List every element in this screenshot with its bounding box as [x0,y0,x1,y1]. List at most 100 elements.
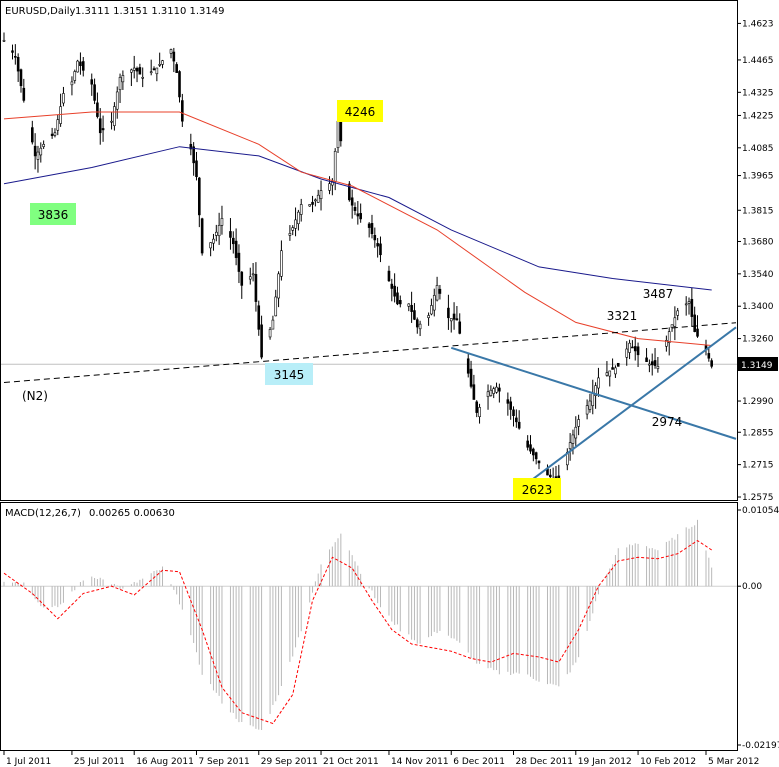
macd-panel-frame [0,502,738,751]
candle-body [532,448,535,456]
candle-body [591,393,595,406]
candle-body [130,69,133,73]
candle-body [469,368,473,387]
candle-body [175,64,178,73]
candle-body [597,377,600,389]
candle-body [684,303,688,306]
candle-body [299,204,303,215]
ma-fast-line [3,111,712,346]
candle-body [633,346,637,352]
candle-body [181,100,184,122]
candle-body [616,362,620,367]
candle-body [149,71,153,74]
trendline-neckline [3,322,737,384]
candle-body [707,353,711,359]
macd-axis: 0.01054 0.00 -0.02197 [737,506,779,751]
candle-body [353,207,357,211]
label-3836-box [30,203,76,225]
candle-body [379,243,382,256]
candle-body [549,474,552,478]
label-3145-box [265,363,313,385]
candle-body [690,298,694,317]
candle-body [22,87,26,101]
candle-body [418,323,422,330]
price-tick-label: 1.3965 [742,172,774,182]
time-tick-label: 25 Jul 2011 [74,757,125,767]
candle-body [33,145,37,157]
label-2974: 2974 [652,415,683,429]
candle-body [42,144,45,147]
candle-body [410,305,413,312]
candle-body [200,218,204,254]
candle-body [687,301,691,304]
candle-body [212,238,215,244]
price-axis: 1.4623 1.4465 1.4325 1.4225 1.4085 1.3965 1.38… [1,19,774,503]
price-tick-label: 1.3815 [742,206,774,216]
candle-body [155,67,159,75]
candle-body [62,93,65,104]
candle-body [492,388,496,394]
candle-body [220,218,224,226]
candle-body [59,106,62,124]
time-tick-label: 14 Nov 2011 [391,757,449,767]
candle-body [526,440,529,448]
candle-body [475,401,479,413]
price-tick-label: 1.3400 [742,302,774,312]
candle-body [280,250,283,277]
candle-body [356,213,360,217]
candle-body [568,442,572,450]
time-tick-label: 29 Sep 2011 [261,757,318,767]
candle-body [625,348,629,358]
label-2623: 2623 [522,483,553,497]
candle-body [76,60,79,73]
candle-body [217,224,221,237]
price-tick-label: 1.4085 [742,144,774,154]
candle-body [653,360,657,366]
candle-body [350,197,354,206]
candle-body [509,401,512,410]
candle-body [472,384,476,400]
price-tick-label: 1.4325 [742,88,774,98]
candle-body [314,199,317,202]
candle-body [251,273,255,276]
candle-body [605,372,609,376]
current-price-badge [738,357,778,371]
time-tick-label: 10 Feb 2012 [640,757,696,767]
time-axis: 1 Jul 2011 25 Jul 2011 16 Aug 2011 7 Sep 20… [3,751,759,767]
candle-body [209,242,212,249]
candle-body [79,61,82,67]
macd-tick-label: -0.02197 [742,741,779,751]
label-2623-box [513,478,561,500]
price-tick-label: 1.3540 [742,270,774,280]
candle-body [447,307,450,319]
label-3487: 3487 [643,287,674,301]
candle-body [14,56,17,58]
candle-body [486,391,490,397]
candle-body [455,318,459,321]
candle-body [359,213,362,220]
candle-body [90,79,94,85]
candle-body [373,234,377,241]
macd-tick-label: 0.00 [742,582,762,592]
candle-body [611,367,614,370]
time-tick-label: 6 Dec 2011 [453,757,505,767]
candle-body [407,303,411,307]
candle-body [673,317,677,327]
candle-body [387,270,391,282]
candle-body [294,219,297,229]
candle-body [192,146,195,164]
candle-body [458,321,462,334]
candle-body [214,231,218,236]
price-tick-label: 1.3680 [742,237,774,247]
candle-body [594,385,597,396]
candle-body [141,76,145,79]
candle-body [319,190,323,199]
candle-body [376,243,379,247]
candle-body [665,340,668,347]
label-3836: 3836 [38,208,69,222]
price-tick-label: 1.4465 [742,56,774,66]
candle-body [11,50,14,53]
candle-body [16,56,20,72]
candle-body [271,319,275,330]
